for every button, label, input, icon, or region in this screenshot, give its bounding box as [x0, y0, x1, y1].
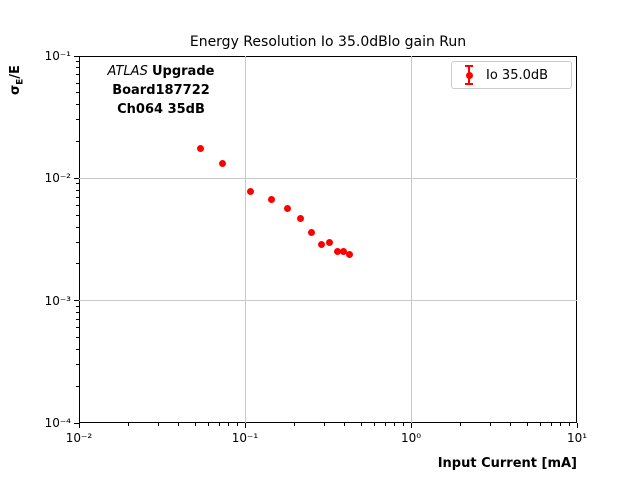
x-major-tick: [244, 423, 246, 428]
y-major-tick: [74, 177, 79, 179]
legend: Io 35.0dB: [451, 61, 572, 89]
x-minor-tick: [228, 423, 230, 426]
y-minor-tick: [76, 189, 79, 191]
y-tick-label: 10⁻²: [44, 171, 71, 186]
y-minor-tick: [76, 104, 79, 106]
x-minor-tick: [539, 423, 541, 426]
x-grid-line: [244, 56, 246, 423]
y-major-tick: [74, 55, 79, 57]
y-major-tick: [74, 300, 79, 302]
y-tick-label: 10⁻³: [44, 293, 71, 308]
x-minor-tick: [344, 423, 346, 426]
data-point: [296, 214, 304, 222]
annotation-line-3: Ch064 35dB: [117, 102, 205, 117]
y-minor-tick: [76, 263, 79, 265]
x-minor-tick: [460, 423, 462, 426]
x-major-tick: [576, 423, 578, 428]
annotation-line-1: ATLAS Upgrade: [94, 62, 228, 81]
annotation-line-2: Board187722: [112, 83, 210, 98]
x-minor-tick: [526, 423, 528, 426]
x-grid-line: [410, 56, 412, 423]
y-minor-tick: [76, 319, 79, 321]
x-minor-tick: [394, 423, 396, 426]
x-minor-tick: [489, 423, 491, 426]
data-point: [345, 250, 353, 258]
data-point: [307, 229, 315, 237]
legend-label: Io 35.0dB: [486, 67, 549, 83]
x-minor-tick: [157, 423, 159, 426]
x-minor-tick: [373, 423, 375, 426]
y-major-tick: [74, 422, 79, 424]
data-point: [334, 248, 342, 256]
x-minor-tick: [568, 423, 570, 426]
errorbar-marker-icon: [462, 65, 476, 85]
y-minor-tick: [76, 312, 79, 314]
ylabel-sigma: σ: [8, 84, 23, 95]
annotation-experiment: ATLAS: [107, 64, 148, 79]
errorbar-cap-bottom: [465, 83, 473, 85]
y-minor-tick: [76, 348, 79, 350]
y-minor-tick: [76, 226, 79, 228]
annotation-upgrade: Upgrade: [151, 64, 215, 79]
y-minor-tick: [76, 92, 79, 94]
plot-area: [79, 56, 577, 423]
x-tick-label: 10⁻²: [65, 431, 93, 445]
y-minor-tick: [76, 364, 79, 366]
ylabel-rest: /E: [8, 65, 23, 79]
annotation: ATLAS Upgrade Board187722 Ch064 35dB: [94, 62, 228, 119]
x-axis-label: Input Current [mA]: [437, 456, 577, 471]
x-major-tick: [78, 423, 80, 428]
data-point: [325, 238, 333, 246]
x-minor-tick: [207, 423, 209, 426]
x-minor-tick: [510, 423, 512, 426]
y-minor-tick: [76, 119, 79, 121]
errorbar-dot: [465, 71, 473, 79]
y-minor-tick: [76, 305, 79, 307]
data-point: [247, 188, 255, 196]
data-point: [197, 145, 205, 153]
y-minor-tick: [76, 385, 79, 387]
x-minor-tick: [128, 423, 130, 426]
x-minor-tick: [194, 423, 196, 426]
x-minor-tick: [178, 423, 180, 426]
y-minor-tick: [76, 196, 79, 198]
y-minor-tick: [76, 61, 79, 63]
x-tick-label: 10¹: [566, 431, 588, 445]
x-minor-tick: [323, 423, 325, 426]
x-minor-tick: [218, 423, 220, 426]
y-minor-tick: [76, 183, 79, 185]
y-minor-tick: [76, 214, 79, 216]
x-tick-label: 10⁰: [400, 431, 422, 445]
x-minor-tick: [384, 423, 386, 426]
x-minor-tick: [402, 423, 404, 426]
data-point: [339, 248, 347, 256]
y-grid-line: [79, 177, 577, 179]
y-minor-tick: [76, 141, 79, 142]
y-minor-tick: [76, 204, 79, 206]
x-minor-tick: [294, 423, 296, 426]
x-minor-tick: [560, 423, 562, 426]
data-point: [284, 204, 292, 212]
ylabel-subscript: E: [15, 78, 26, 85]
y-minor-tick: [76, 327, 79, 329]
x-minor-tick: [236, 423, 238, 426]
chart-title: Energy Resolution Io 35.0dBlo gain Run: [189, 34, 467, 50]
y-minor-tick: [76, 336, 79, 338]
y-tick-label: 10⁻⁴: [44, 416, 71, 430]
data-point: [268, 196, 276, 204]
x-minor-tick: [550, 423, 552, 426]
x-minor-tick: [360, 423, 362, 426]
x-major-tick: [410, 423, 412, 428]
y-minor-tick: [76, 241, 79, 243]
errorbar-cap-top: [465, 65, 473, 67]
x-tick-label: 10⁻¹: [231, 431, 259, 445]
y-tick-label: 10⁻¹: [44, 49, 71, 63]
y-minor-tick: [76, 82, 79, 84]
y-grid-line: [79, 300, 577, 302]
y-minor-tick: [76, 74, 79, 76]
y-minor-tick: [76, 67, 79, 69]
data-point: [218, 160, 226, 168]
data-point: [318, 240, 326, 248]
